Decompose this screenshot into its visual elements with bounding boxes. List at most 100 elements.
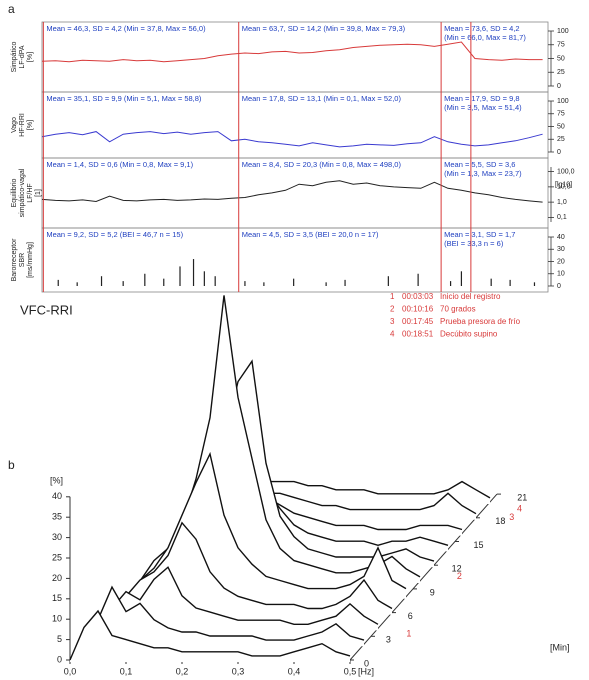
z-tick-label: 18 — [495, 516, 505, 526]
trace — [41, 131, 543, 148]
z-tick-label: 6 — [408, 611, 413, 621]
y-axis-label: HF-RRI — [19, 113, 26, 137]
spectrum — [83, 585, 365, 645]
y-tick-label: 0 — [557, 149, 561, 156]
y-tick-label: 100 — [557, 28, 569, 35]
segment-stats: Mean = 5,5, SD = 3,6 — [444, 160, 515, 169]
bar — [387, 276, 389, 286]
trace — [41, 180, 543, 203]
y-tick-label: 75 — [557, 111, 565, 118]
y-tick-label: 0,1 — [557, 214, 567, 221]
bar — [179, 266, 181, 286]
event-number: 2 — [390, 305, 395, 314]
y-tick-label: 20 — [52, 573, 62, 583]
y-tick-label: 75 — [557, 42, 565, 49]
y-axis-label: [1] — [35, 189, 42, 197]
z-tick-label: 3 — [386, 635, 391, 645]
bar — [325, 282, 327, 286]
y-tick-label: 35 — [52, 512, 62, 522]
bar — [122, 281, 124, 286]
spectrum — [125, 451, 407, 598]
y-axis-label: simpático-vagal — [19, 168, 26, 217]
y-unit: [lg10] — [555, 181, 572, 188]
y-axis-label: LF-dPA — [19, 45, 26, 69]
y-tick-label: 10 — [52, 614, 62, 624]
y-tick-label: 25 — [557, 136, 565, 143]
segment-stats: (Min = 1,3, Max = 23,7) — [444, 169, 522, 178]
bar — [100, 276, 103, 286]
y-axis-label: [%] — [27, 52, 34, 62]
bar — [214, 276, 216, 286]
y-tick-label: 100 — [557, 98, 569, 105]
event-label: Inicio del registro — [440, 292, 501, 301]
segment-stats: (Min = 3,5, Max = 51,4) — [444, 103, 522, 112]
segment-stats: Mean = 1,4, SD = 0,6 (Min = 0,8, Max = 9… — [46, 160, 193, 169]
bar — [509, 279, 511, 286]
spectrum — [97, 566, 379, 629]
bar — [449, 281, 452, 286]
event-label: 70 grados — [440, 305, 476, 314]
panel-frame — [41, 227, 549, 293]
bar — [293, 278, 295, 286]
segment-stats: Mean = 35,1, SD = 9,9 (Min = 5,1, Max = … — [46, 94, 202, 103]
spectrum-mask — [84, 587, 364, 647]
x-tick-label: 0,0 — [64, 666, 77, 676]
y-axis-label: Vago — [11, 117, 18, 133]
z-tick-label: 0 — [364, 658, 369, 668]
event-time: 00:03:03 — [402, 292, 434, 301]
y-tick-label: 25 — [52, 552, 62, 562]
z-tick-label: 15 — [474, 540, 484, 550]
y-axis-label: [%] — [50, 475, 63, 485]
segment-stats: Mean = 17,9, SD = 9,8 — [444, 94, 519, 103]
y-tick-label: 30 — [52, 532, 62, 542]
y-axis-label: Simpático — [11, 42, 18, 73]
y-tick-label: 15 — [52, 593, 62, 603]
segment-stats: Mean = 3,1, SD = 1,7 — [444, 230, 515, 239]
segment-stats: Mean = 46,3, SD = 4,2 (Min = 37,8, Max =… — [46, 24, 206, 33]
y-tick-label: 30 — [557, 246, 565, 253]
y-tick-label: 50 — [557, 123, 565, 130]
bar — [460, 271, 463, 286]
event-time: 00:10:16 — [402, 305, 434, 314]
segment-stats: Mean = 8,4, SD = 20,3 (Min = 0,8, Max = … — [242, 160, 402, 169]
event-label: Prueba presora de frío — [440, 317, 521, 326]
bar — [533, 282, 536, 286]
panel-label: b — [8, 458, 15, 472]
x-tick-label: 0,3 — [232, 666, 245, 676]
event-time: 00:17:45 — [402, 317, 434, 326]
z-axis — [349, 493, 498, 661]
segment-stats: Mean = 63,7, SD = 14,2 (Min = 39,8, Max … — [242, 24, 406, 33]
panel-label: a — [8, 2, 15, 16]
bar — [163, 278, 165, 286]
event-label: Decúbito supino — [440, 330, 498, 339]
segment-stats: Mean = 9,2, SD = 5,2 (BEI = 46,7 n = 15) — [46, 230, 183, 239]
y-tick-label: 0 — [57, 654, 62, 664]
x-tick-label: 0,4 — [288, 666, 301, 676]
y-tick-label: 10,0 — [557, 184, 571, 191]
y-axis-label: LF/HF — [27, 183, 34, 202]
y-tick-label: 40 — [52, 491, 62, 501]
bar — [144, 273, 146, 286]
spectrum-mask — [112, 522, 392, 615]
spectrum-mask — [70, 611, 350, 662]
y-tick-label: 0 — [557, 283, 561, 290]
bar — [490, 278, 492, 286]
spectrum-mask — [98, 567, 378, 631]
y-tick-label: 50 — [557, 55, 565, 62]
event-marker: 4 — [517, 503, 522, 513]
z-tick-label: 9 — [430, 587, 435, 597]
segment-stats: (BEI = 33,3 n = 6) — [444, 239, 504, 248]
y-tick-label: 0 — [557, 83, 561, 90]
bar — [344, 279, 346, 286]
trace — [41, 41, 543, 63]
segment-stats: Mean = 17,8, SD = 13,1 (Min = 0,1, Max =… — [242, 94, 402, 103]
x-tick-label: 0,5 — [344, 666, 357, 676]
y-tick-label: 1,0 — [557, 199, 567, 206]
segment-stats: Mean = 73,6, SD = 4,2 — [444, 24, 519, 33]
segment-stats: (Min = 66,0, Max = 81,7) — [444, 33, 526, 42]
y-tick-label: 10 — [557, 271, 565, 278]
bar — [203, 271, 205, 286]
bar — [263, 282, 265, 286]
bar — [244, 281, 246, 286]
